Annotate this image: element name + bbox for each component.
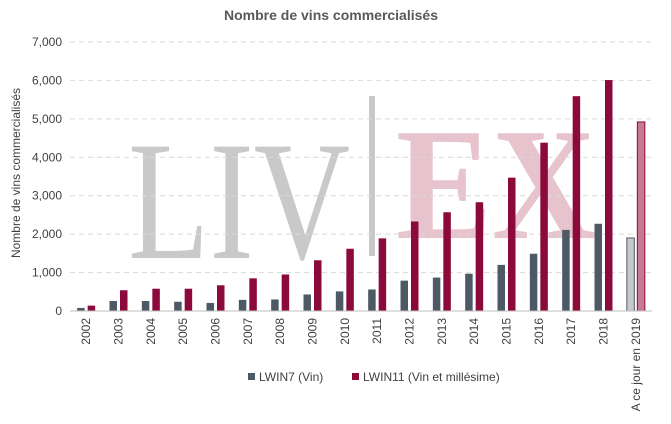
bar-lwin7 [594,223,602,311]
bar-lwin7 [368,289,376,311]
y-tick-label: 1,000 [32,266,62,280]
bar-lwin11 [152,288,160,311]
bar-lwin7 [271,299,279,311]
bar-lwin11 [314,260,322,311]
bar-lwin7 [335,291,344,311]
x-tick-label: 2009 [306,318,320,345]
x-tick-label: 2013 [435,318,449,345]
bar-lwin7 [497,264,505,311]
livex-watermark: LIV EX [128,95,596,295]
bar-lwin11 [281,274,290,311]
y-tick-label: 5,000 [32,112,62,126]
bar-lwin11 [411,221,419,311]
bar-lwin11 [184,288,193,311]
bar-lwin7 [141,301,150,311]
x-tick-label: 2014 [467,318,481,345]
bar-lwin7 [400,280,408,311]
legend: LWIN7 (Vin) LWIN11 (Vin et millésime) [248,370,500,384]
bar-lwin7 [626,237,635,312]
x-tick-label: 2005 [176,318,190,345]
x-axis-ticks: 2002 2003 2004 2005 2006 2007 2008 2009 2010 2011… [79,318,643,412]
y-tick-label: 7,000 [32,35,62,49]
bar-lwin11 [605,80,613,312]
legend-swatch [248,373,255,380]
y-tick-label: 3,000 [32,189,62,203]
y-axis-label: Nombre de vins commercialisés [9,88,23,258]
y-tick-label: 0 [55,304,62,318]
x-tick-label: A ce jour en 2019 [629,318,643,412]
x-tick-label: 2015 [500,318,514,345]
y-tick-label: 2,000 [32,227,62,241]
legend-label: LWIN11 (Vin et millésime) [363,370,500,384]
bar-lwin7 [77,307,85,311]
x-tick-label: 2011 [370,318,384,344]
bar-lwin7 [206,302,214,311]
gridlines [70,41,652,274]
bar-lwin11 [508,177,516,311]
chart-title: Nombre de vins commercialisés [224,7,438,23]
bar-lwin7 [465,273,473,311]
y-tick-label: 4,000 [32,150,62,164]
bar-lwin7 [174,301,182,311]
legend-label: LWIN7 (Vin) [259,370,323,384]
watermark-divider [369,96,375,256]
y-tick-label: 6,000 [32,73,62,87]
bar-lwin11 [540,142,548,311]
x-tick-label: 2016 [532,318,546,345]
bar-lwin11 [572,96,581,311]
x-tick-label: 2010 [338,318,352,345]
bar-lwin11 [120,290,128,311]
x-tick-label: 2007 [241,318,255,345]
x-tick-label: 2018 [597,318,611,345]
bar-lwin11 [636,121,646,312]
bar-lwin7 [109,301,117,311]
bar-lwin7 [303,294,311,311]
x-tick-label: 2006 [209,318,223,345]
y-axis-ticks: 0 1,000 2,000 3,000 4,000 5,000 6,000 7,000 [32,35,62,318]
x-tick-label: 2002 [79,318,93,345]
bar-lwin11 [249,278,257,311]
x-tick-label: 2008 [273,318,287,345]
legend-swatch [352,373,359,380]
bar-lwin7 [238,299,247,311]
bar-lwin11 [346,248,354,311]
x-tick-label: 2017 [564,318,578,345]
x-tick-label: 2012 [403,318,417,345]
bar-lwin7 [562,229,570,311]
bar-lwin11 [217,285,225,311]
x-tick-label: 2004 [144,318,158,345]
bar-lwin7 [529,253,538,311]
bar-lwin11 [87,305,96,311]
bar-lwin11 [443,212,451,311]
bar-lwin11 [475,202,484,311]
x-tick-label: 2003 [112,318,126,345]
watermark-liv-text: LIV [128,107,350,295]
bar-lwin7 [432,277,441,311]
bar-lwin11 [378,238,387,311]
